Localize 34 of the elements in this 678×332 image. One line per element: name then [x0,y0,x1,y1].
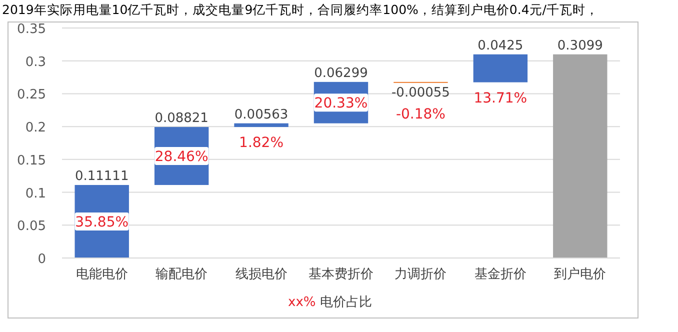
y-tick-label: 0.1 [25,186,46,202]
y-tick-label: 0.15 [17,153,46,168]
data-label: 0.00563 [234,107,288,122]
text: 电价占比 [316,295,372,310]
x-tick-label: 输配电价 [156,267,208,282]
bar [473,54,528,82]
y-tick-label: 0.35 [17,22,46,37]
data-label: 0.08821 [154,111,208,126]
annotation: 13.71% [474,90,528,106]
annotation: -0.18% [396,106,446,122]
text: xx% [288,295,316,310]
x-tick-label: 基本费折价 [308,267,374,282]
x-tick-label: 基金折价 [474,267,526,282]
y-tick-label: 0.25 [17,88,46,103]
y-tick-label: 0.05 [17,219,46,234]
bar [234,123,288,128]
chart-title: 2019年实际用电量10亿千瓦时，成交电量9亿千瓦时，合同履约率100%，结算到户电价0.4元/千瓦时， [2,2,598,17]
data-label: 0.06299 [314,66,368,81]
annotation: 1.82% [239,135,284,152]
x-tick-label: 电能电价 [76,267,128,282]
y-tick-label: 0.3 [25,54,46,70]
annotation: 35.85% [75,214,129,230]
x-tick-label: 到户电价 [554,267,606,282]
y-tick-label: 0 [38,252,46,267]
x-tick-label: 力调折价 [394,267,447,282]
x-tick-label: 线损电价 [235,267,288,282]
annotation: 28.46% [154,149,208,165]
bar [553,54,608,258]
data-label: -0.00055 [391,85,450,100]
y-tick-label: 0.2 [25,120,46,136]
data-label: 0.3099 [557,38,603,54]
annotation: 20.33% [314,96,368,112]
data-label: 0.0425 [478,38,524,54]
data-label: 0.11111 [74,168,129,184]
